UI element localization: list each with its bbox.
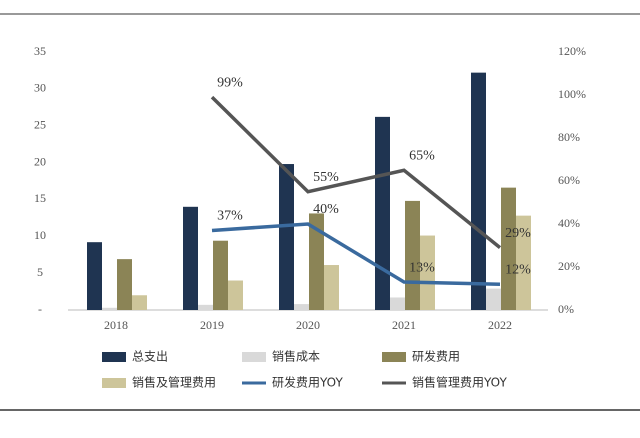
data-label: 29% bbox=[505, 226, 531, 241]
line bbox=[211, 222, 501, 286]
data-label: 55% bbox=[313, 170, 339, 185]
x-tick-label: 2021 bbox=[392, 318, 416, 332]
legend-swatch bbox=[102, 378, 126, 388]
legend-label: 销售及管理费用 bbox=[132, 375, 216, 390]
bar bbox=[87, 242, 102, 310]
data-label: 65% bbox=[409, 148, 435, 163]
bar bbox=[279, 164, 294, 310]
bar bbox=[102, 307, 117, 310]
bar bbox=[420, 235, 435, 310]
bar bbox=[405, 200, 420, 310]
bar bbox=[486, 288, 501, 310]
y2-tick-label: 40% bbox=[558, 216, 580, 230]
legend-label: 总支出 bbox=[132, 350, 168, 364]
x-tick-label: 2022 bbox=[488, 318, 512, 332]
x-tick-label: 2019 bbox=[200, 318, 224, 332]
bar bbox=[324, 265, 339, 310]
bar bbox=[294, 304, 309, 310]
y2-tick-label: 20% bbox=[558, 259, 580, 273]
y-tick-label: 10 bbox=[34, 228, 46, 242]
y-tick-label: 15 bbox=[34, 191, 46, 205]
y2-tick-label: 120% bbox=[558, 44, 586, 58]
legend-label: 销售管理费用YOY bbox=[412, 375, 507, 390]
legend-label: 研发费用 bbox=[412, 349, 460, 364]
data-label: 37% bbox=[217, 209, 243, 224]
x-tick-label: 2020 bbox=[296, 318, 320, 332]
data-label: 99% bbox=[217, 75, 243, 90]
bar bbox=[132, 295, 147, 310]
bar bbox=[390, 297, 405, 310]
y-tick-label: 25 bbox=[34, 117, 46, 131]
bar bbox=[309, 213, 324, 310]
y2-tick-label: 80% bbox=[558, 130, 580, 144]
bar bbox=[117, 259, 132, 310]
y2-tick-label: 100% bbox=[558, 87, 586, 101]
y2-tick-label: 0% bbox=[558, 302, 574, 316]
legend-swatch bbox=[382, 352, 406, 362]
y-tick-label: - bbox=[38, 302, 42, 316]
x-tick-label: 2018 bbox=[104, 318, 128, 332]
bar bbox=[198, 304, 213, 310]
y2-tick-label: 60% bbox=[558, 173, 580, 187]
legend-swatch bbox=[102, 352, 126, 362]
data-label: 13% bbox=[409, 260, 435, 275]
bar bbox=[516, 215, 531, 310]
line bbox=[210, 95, 502, 250]
data-label: 12% bbox=[505, 262, 531, 277]
bar bbox=[471, 72, 486, 310]
y-tick-label: 30 bbox=[34, 81, 46, 95]
legend-label: 销售成本 bbox=[272, 349, 320, 364]
y-tick-label: 5 bbox=[37, 265, 43, 279]
y-tick-label: 35 bbox=[34, 44, 46, 58]
bar bbox=[501, 187, 516, 310]
bar bbox=[213, 240, 228, 310]
legend-swatch bbox=[242, 352, 266, 362]
bar bbox=[183, 206, 198, 310]
bar bbox=[375, 116, 390, 311]
y-tick-label: 20 bbox=[34, 154, 46, 168]
legend-label: 研发费用YOY bbox=[272, 375, 343, 390]
data-label: 40% bbox=[313, 202, 339, 217]
bar bbox=[228, 280, 243, 310]
